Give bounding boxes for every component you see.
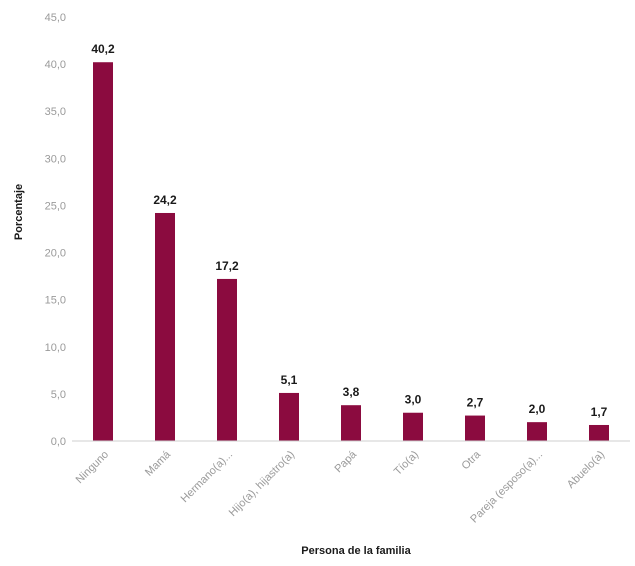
- x-tick-label: Hijo(a), hijastro(a): [227, 449, 297, 519]
- y-axis-title: Porcentaje: [13, 184, 25, 240]
- x-tick-label: Ninguno: [74, 449, 111, 486]
- value-label: 24,2: [153, 193, 177, 207]
- value-label: 5,1: [281, 373, 298, 387]
- value-label: 17,2: [215, 259, 239, 273]
- y-tick-label: 25,0: [45, 200, 66, 212]
- value-label: 3,0: [405, 393, 422, 407]
- y-tick-label: 45,0: [45, 12, 66, 24]
- x-tick-label: Otra: [459, 448, 483, 472]
- y-tick-label: 40,0: [45, 59, 66, 71]
- bar: [403, 412, 423, 441]
- y-tick-label: 15,0: [45, 295, 66, 307]
- x-tick-label: Abuelo(a): [565, 449, 607, 491]
- bar: [589, 424, 609, 441]
- y-axis-ticks: 0,0 5,0 10,0 15,0 20,0 25,0 30,0 35,0 40,0 45,0: [45, 12, 66, 448]
- y-tick-label: 30,0: [45, 153, 66, 165]
- value-label: 3,8: [343, 385, 360, 399]
- bars: [93, 62, 609, 442]
- x-tick-label: Tío(a): [392, 449, 421, 478]
- bar: [341, 405, 361, 441]
- bar: [217, 278, 237, 441]
- y-tick-label: 0,0: [51, 436, 66, 448]
- x-tick-label: Papá: [332, 448, 359, 475]
- value-label: 1,7: [591, 405, 608, 419]
- bar: [279, 392, 299, 441]
- x-tick-label: Hermano(a)...: [179, 449, 235, 505]
- y-tick-label: 10,0: [45, 342, 66, 354]
- y-tick-label: 5,0: [51, 389, 66, 401]
- value-label: 2,7: [467, 396, 484, 410]
- bar: [155, 212, 175, 441]
- value-label: 2,0: [529, 402, 546, 416]
- y-tick-label: 35,0: [45, 106, 66, 118]
- value-labels: 40,2 24,2 17,2 5,1 3,8 3,0 2,7 2,0 1,7: [91, 42, 607, 419]
- x-axis-title: Persona de la familia: [301, 545, 411, 557]
- bar: [465, 415, 485, 441]
- bar: [527, 422, 547, 441]
- x-axis-ticks: Ninguno Mamá Hermano(a)...Hijo(a), hijastr…: [74, 448, 607, 525]
- value-label: 40,2: [91, 42, 115, 56]
- bar: [93, 62, 113, 442]
- x-tick-label: Mamá: [143, 448, 174, 479]
- y-tick-label: 20,0: [45, 248, 66, 260]
